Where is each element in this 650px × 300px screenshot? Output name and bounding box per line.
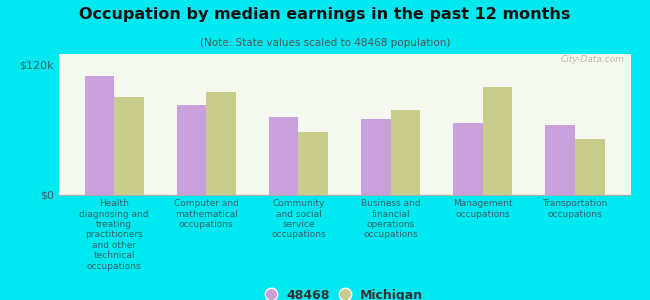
Bar (206, 92, 236, 195)
Bar (545, 124, 575, 195)
Text: (Note: State values scaled to 48468 population): (Note: State values scaled to 48468 popu… (200, 38, 450, 47)
Bar (298, 132, 328, 195)
Bar (177, 105, 206, 195)
Text: Occupation by median earnings in the past 12 months: Occupation by median earnings in the pas… (79, 8, 571, 22)
Bar (269, 117, 298, 195)
Bar (575, 139, 604, 195)
Bar (453, 123, 483, 195)
Text: City-Data.com: City-Data.com (561, 56, 625, 64)
Bar (391, 110, 420, 195)
Bar (361, 119, 391, 195)
Bar (84, 76, 114, 195)
Legend: 48468, Michigan: 48468, Michigan (260, 283, 429, 300)
Bar (483, 86, 512, 195)
Bar (114, 98, 144, 195)
